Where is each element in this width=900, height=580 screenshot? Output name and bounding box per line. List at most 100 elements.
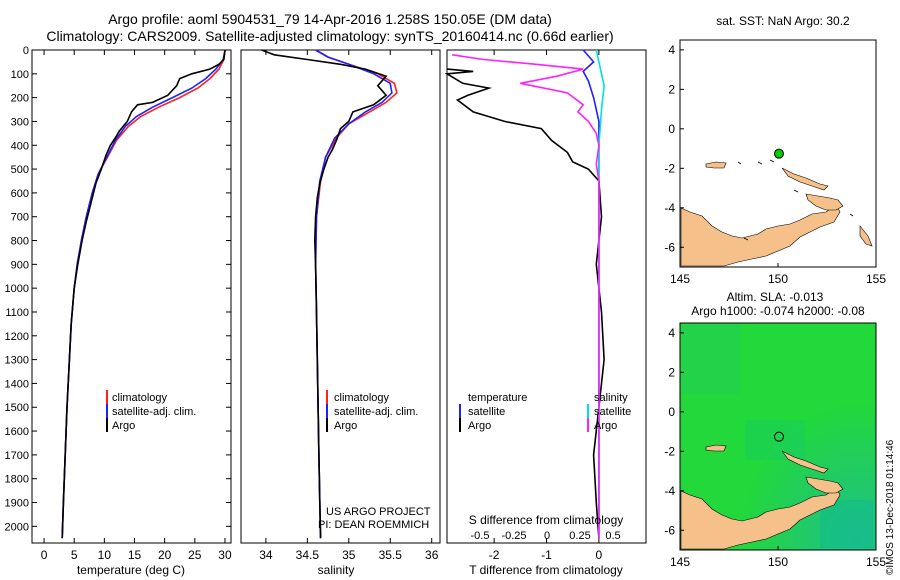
new-ireland-land xyxy=(781,450,829,474)
manus-island xyxy=(705,161,727,169)
sla-patch xyxy=(682,324,740,394)
legend-swatch-s-argo xyxy=(587,418,589,432)
argo-location-marker xyxy=(773,431,784,442)
map-y-tick-label: 0 xyxy=(668,122,675,136)
depth-tick-label: 1600 xyxy=(5,426,29,438)
legend-label-satellite: satellite-adj. clim. xyxy=(112,406,196,418)
map-y-tick-label: -6 xyxy=(664,523,675,537)
bougainville-island xyxy=(859,225,873,247)
x-tick-label: 34.5 xyxy=(296,548,320,562)
temperature-axis-label: temperature (deg C) xyxy=(77,563,185,577)
map-y-tick-label: 2 xyxy=(668,365,675,379)
depth-tick-label: 1400 xyxy=(5,378,29,390)
x-tick-label: 25 xyxy=(188,548,202,562)
map-y-tick-label: -4 xyxy=(664,484,675,498)
s-difference-axis-label: S difference from climatology xyxy=(469,513,624,527)
legend-label-climatology: climatology xyxy=(112,392,168,404)
legend-label-t-satellite: satellite xyxy=(468,406,505,418)
depth-tick-label: 1300 xyxy=(5,355,29,367)
sla-patch xyxy=(820,500,874,548)
x-tick-label: 15 xyxy=(128,548,142,562)
x-tick-label: -2 xyxy=(489,548,500,562)
sst-map-title: sat. SST: NaN Argo: 30.2 xyxy=(716,14,850,28)
legend-swatch-satellite xyxy=(106,404,108,418)
legend-swatch-argo xyxy=(326,418,328,432)
new-guinea-land xyxy=(680,487,841,550)
legend-title-temperature: temperature xyxy=(468,392,527,404)
x-tick-label: 0 xyxy=(596,548,603,562)
salinity-legend: climatology satellite-adj. clim. Argo xyxy=(326,390,418,432)
depth-tick-label: 600 xyxy=(11,188,29,200)
x-tick-label: 0 xyxy=(41,548,48,562)
depth-tick-label: 300 xyxy=(11,116,29,128)
new-britain-land xyxy=(805,476,844,494)
x-tick-label: 5 xyxy=(71,548,78,562)
map-x-tick-label: 145 xyxy=(670,272,690,286)
sla-patch xyxy=(745,420,805,460)
manus-island xyxy=(705,444,727,452)
legend-swatch-argo xyxy=(106,418,108,432)
temperature-legend: climatology satellite-adj. clim. Argo xyxy=(106,390,196,432)
figure-title-line2: Climatology: CARS2009. Satellite-adjuste… xyxy=(46,28,614,44)
map-y-tick-label: 4 xyxy=(668,43,675,57)
figure-title-line1: Argo profile: aoml 5904531_79 14-Apr-201… xyxy=(108,11,552,27)
map-y-tick-label: 0 xyxy=(668,405,675,419)
t-difference-axis-label: T difference from climatology xyxy=(469,563,623,577)
x-tick-label: 34 xyxy=(259,548,273,562)
sla-map-land xyxy=(680,444,844,550)
depth-tick-label: 1100 xyxy=(5,307,29,319)
sla-map-title-line1: Altim. SLA: -0.013 xyxy=(727,290,824,304)
legend-swatch-satellite xyxy=(326,404,328,418)
series-line-argo xyxy=(261,49,388,539)
salinity-plot-frame xyxy=(240,49,441,544)
depth-tick-label: 100 xyxy=(11,69,29,81)
legend-label-argo: Argo xyxy=(112,420,135,432)
difference-plot-frame xyxy=(446,49,647,544)
map-y-tick-label: -4 xyxy=(664,201,675,215)
t-difference-axis: -2 -1 0 xyxy=(489,50,603,562)
depth-tick-label: 0 xyxy=(23,45,29,57)
depth-tick-label: 900 xyxy=(11,259,29,271)
legend-title-salinity: salinity xyxy=(594,392,628,404)
series-line-argo xyxy=(61,49,226,539)
difference-legend-left: temperature satellite Argo xyxy=(459,392,527,432)
temperature-axis: 0 5 10 15 20 25 30 xyxy=(41,50,232,562)
x-tick-label: -1 xyxy=(541,548,552,562)
sst-map-axes: 145 150 155 4 2 0 -2 -4 -6 xyxy=(664,43,886,286)
legend-label-satellite: satellite-adj. clim. xyxy=(334,406,418,418)
depth-tick-label: 500 xyxy=(11,164,29,176)
difference-legend-right: salinity satellite Argo xyxy=(587,392,631,432)
depth-tick-label: 1200 xyxy=(5,331,29,343)
legend-swatch-climatology xyxy=(326,390,328,404)
x-tick-label: 36 xyxy=(425,548,439,562)
sla-map-anomaly-patches xyxy=(682,324,874,548)
salinity-axis: 34 34.5 35 35.5 36 xyxy=(259,50,439,562)
new-britain-land xyxy=(805,193,844,211)
depth-tick-label: 200 xyxy=(11,93,29,105)
legend-swatch-t-satellite xyxy=(459,404,461,418)
salinity-series xyxy=(261,49,398,539)
x-tick-label: 10 xyxy=(98,548,112,562)
small-islands xyxy=(737,159,854,241)
legend-label-s-argo: Argo xyxy=(594,420,617,432)
s-tick-label: 0.25 xyxy=(569,530,590,542)
map-x-tick-label: 145 xyxy=(670,555,690,569)
difference-series xyxy=(444,49,605,539)
x-tick-label: 20 xyxy=(158,548,172,562)
s-tick-label: 0.5 xyxy=(605,530,620,542)
depth-tick-label: 1900 xyxy=(5,498,29,510)
difference-panel: -2 -1 0 T difference from climatology S di… xyxy=(444,49,647,577)
pi-label: PI: DEAN ROEMMICH xyxy=(318,519,429,531)
salinity-axis-label: salinity xyxy=(318,563,355,577)
s-difference-ticks: -0.5 -0.25 0 0.25 0.5 xyxy=(471,530,621,542)
map-y-tick-label: -2 xyxy=(664,444,675,458)
temperature-panel: 0100200300400500600700800900100011001200… xyxy=(5,45,646,577)
imos-timestamp: ©IMOS 13-Dec-2018 01:14:46 xyxy=(885,439,896,575)
map-y-tick-label: 2 xyxy=(668,82,675,96)
sla-map-panel: Altim. SLA: -0.013 Argo h1000: -0.074 h2… xyxy=(664,290,886,569)
sla-map-title-line2: Argo h1000: -0.074 h2000: -0.08 xyxy=(691,304,865,318)
sst-map-land xyxy=(680,159,873,267)
depth-tick-label: 1800 xyxy=(5,474,29,486)
legend-label-s-satellite: satellite xyxy=(594,406,631,418)
